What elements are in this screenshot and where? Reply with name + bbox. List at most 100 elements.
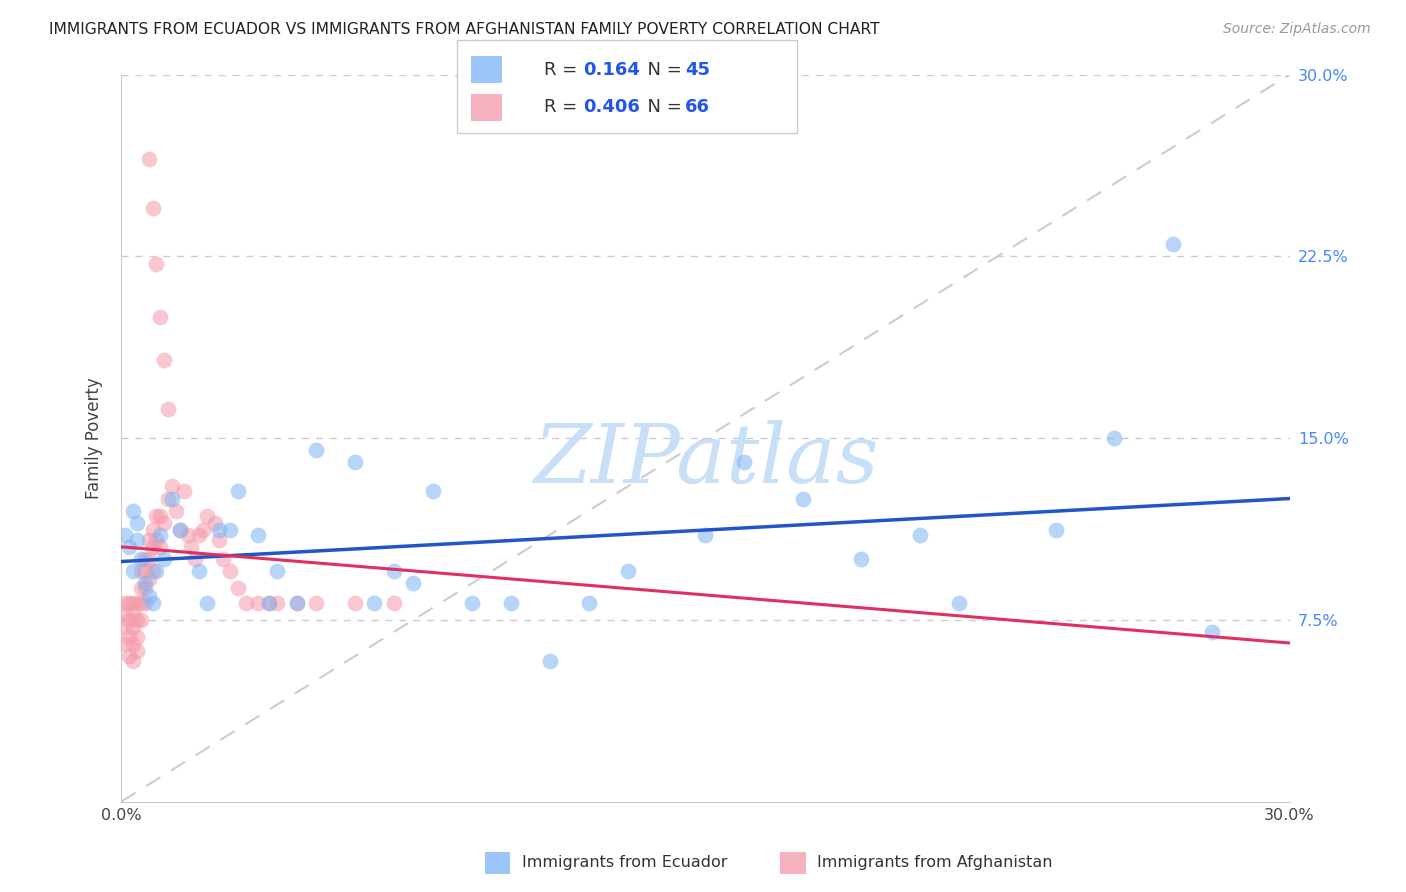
- Point: [153, 353, 176, 368]
- Text: R =: R =: [544, 61, 583, 78]
- Point: [1045, 523, 1067, 537]
- Point: [266, 596, 288, 610]
- Point: [382, 564, 405, 578]
- Text: 45: 45: [685, 61, 710, 78]
- Point: [114, 637, 136, 651]
- Point: [165, 504, 187, 518]
- Point: [138, 533, 160, 547]
- Point: [134, 576, 156, 591]
- Point: [118, 649, 141, 664]
- Point: [125, 644, 148, 658]
- Point: [145, 533, 167, 547]
- Point: [149, 310, 172, 324]
- Point: [145, 564, 167, 578]
- Point: [191, 523, 214, 537]
- Point: [134, 552, 156, 566]
- Text: Immigrants from Ecuador: Immigrants from Ecuador: [522, 855, 727, 870]
- Point: [616, 564, 638, 578]
- Point: [908, 528, 931, 542]
- Point: [149, 528, 172, 542]
- Point: [122, 620, 145, 634]
- Point: [160, 491, 183, 506]
- Point: [134, 582, 156, 596]
- Point: [285, 596, 308, 610]
- Point: [285, 596, 308, 610]
- Point: [226, 582, 249, 596]
- Point: [141, 596, 163, 610]
- Point: [1104, 431, 1126, 445]
- Point: [153, 552, 176, 566]
- Point: [343, 596, 366, 610]
- Y-axis label: Family Poverty: Family Poverty: [86, 377, 103, 499]
- Point: [173, 484, 195, 499]
- Point: [129, 613, 152, 627]
- Point: [402, 576, 425, 591]
- Text: Immigrants from Afghanistan: Immigrants from Afghanistan: [817, 855, 1052, 870]
- Text: 0.164: 0.164: [583, 61, 640, 78]
- Point: [266, 564, 288, 578]
- Point: [129, 552, 152, 566]
- Point: [125, 533, 148, 547]
- Point: [733, 455, 755, 469]
- Point: [1201, 624, 1223, 639]
- Point: [125, 613, 148, 627]
- Point: [695, 528, 717, 542]
- Point: [134, 564, 156, 578]
- Point: [851, 552, 873, 566]
- Point: [219, 523, 242, 537]
- Point: [226, 484, 249, 499]
- Point: [118, 613, 141, 627]
- Point: [141, 201, 163, 215]
- Point: [134, 596, 156, 610]
- Point: [382, 596, 405, 610]
- Point: [149, 540, 172, 554]
- Point: [157, 491, 180, 506]
- Point: [259, 596, 281, 610]
- Point: [122, 564, 145, 578]
- Point: [141, 564, 163, 578]
- Point: [122, 654, 145, 668]
- Point: [948, 596, 970, 610]
- Point: [138, 572, 160, 586]
- Point: [145, 508, 167, 523]
- Point: [169, 523, 191, 537]
- Point: [499, 596, 522, 610]
- Text: Source: ZipAtlas.com: Source: ZipAtlas.com: [1223, 22, 1371, 37]
- Text: IMMIGRANTS FROM ECUADOR VS IMMIGRANTS FROM AFGHANISTAN FAMILY POVERTY CORRELATIO: IMMIGRANTS FROM ECUADOR VS IMMIGRANTS FR…: [49, 22, 880, 37]
- Point: [188, 528, 211, 542]
- Text: 0.406: 0.406: [583, 98, 640, 116]
- Point: [176, 528, 198, 542]
- Point: [122, 504, 145, 518]
- Point: [138, 589, 160, 603]
- Point: [211, 552, 233, 566]
- Point: [125, 630, 148, 644]
- Point: [259, 596, 281, 610]
- Point: [169, 523, 191, 537]
- Point: [246, 596, 269, 610]
- Point: [363, 596, 385, 610]
- Point: [343, 455, 366, 469]
- Point: [141, 540, 163, 554]
- Point: [157, 401, 180, 416]
- Point: [141, 523, 163, 537]
- Point: [235, 596, 257, 610]
- Point: [208, 523, 231, 537]
- Point: [188, 564, 211, 578]
- Point: [145, 256, 167, 270]
- Point: [114, 596, 136, 610]
- Point: [129, 596, 152, 610]
- Text: R =: R =: [544, 98, 583, 116]
- Point: [122, 637, 145, 651]
- Point: [160, 479, 183, 493]
- Point: [180, 540, 202, 554]
- Point: [114, 620, 136, 634]
- Point: [305, 443, 328, 458]
- Point: [246, 528, 269, 542]
- Point: [114, 528, 136, 542]
- Point: [204, 516, 226, 530]
- Point: [118, 630, 141, 644]
- Point: [114, 606, 136, 620]
- Point: [118, 596, 141, 610]
- Point: [129, 564, 152, 578]
- Point: [578, 596, 600, 610]
